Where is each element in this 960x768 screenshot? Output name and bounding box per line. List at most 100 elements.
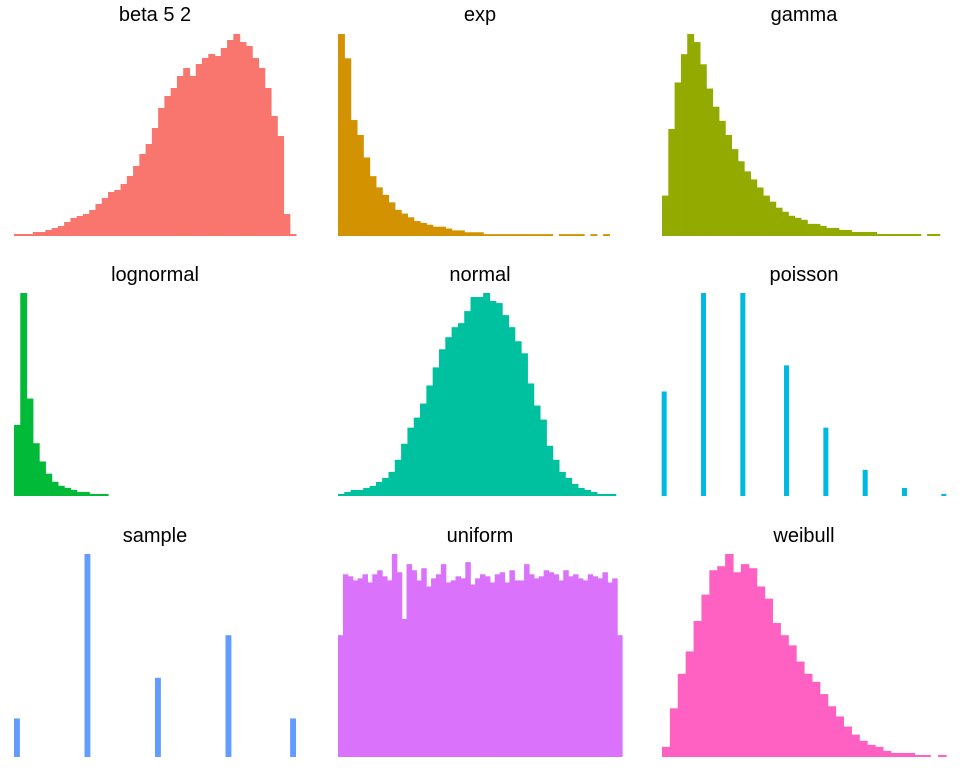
histogram-bar	[391, 554, 398, 757]
histogram-bar	[51, 481, 59, 496]
histogram-bar	[533, 405, 541, 496]
histogram-bar	[832, 227, 840, 236]
histogram-bar	[483, 293, 491, 496]
histogram-bar	[342, 574, 349, 757]
histogram-bar	[245, 46, 253, 236]
histogram-bar	[901, 487, 907, 496]
histogram-bar	[375, 481, 383, 496]
histogram-bar	[338, 34, 345, 236]
histogram-bar	[277, 136, 285, 236]
histogram-bar	[457, 323, 465, 496]
histogram-bar	[151, 128, 159, 236]
histogram-bar	[895, 233, 903, 236]
histogram-bar	[356, 135, 364, 236]
histogram-bar	[375, 187, 383, 236]
histogram-bar	[350, 120, 358, 236]
histogram-bar	[475, 578, 481, 757]
histogram-bar	[369, 176, 377, 236]
histogram-bar	[484, 576, 491, 757]
histogram-bar	[89, 493, 97, 496]
histogram-bar	[406, 564, 413, 757]
histogram-bar	[706, 88, 714, 236]
histogram-bar	[843, 726, 852, 757]
histogram-bar	[155, 677, 161, 757]
facet-panel-gamma: gamma	[662, 4, 941, 237]
histogram-bar	[51, 228, 59, 236]
histogram-bar	[827, 706, 837, 757]
histogram-bar	[70, 218, 78, 236]
histogram-bar	[756, 187, 764, 236]
histogram-bar	[183, 68, 191, 236]
histogram-bar	[863, 231, 871, 236]
histogram-bar	[39, 232, 46, 236]
histogram-bar	[546, 445, 554, 496]
histogram-bar	[14, 718, 20, 757]
facet-panel-normal: normal	[338, 264, 617, 496]
histogram-bar	[602, 572, 608, 757]
histogram-bar	[867, 744, 876, 757]
histogram-bars	[662, 554, 947, 757]
histogram-bar	[39, 461, 46, 496]
histogram-bar	[677, 673, 687, 757]
histogram-bar	[922, 754, 931, 757]
histogram-bar	[889, 233, 897, 236]
histogram-bar	[826, 227, 833, 236]
histogram-bar	[195, 64, 203, 236]
histogram-bar	[45, 473, 53, 496]
histogram-bar	[432, 226, 440, 236]
histogram-bar	[577, 234, 585, 236]
facet-panel-poisson: poisson	[661, 264, 947, 496]
histogram-bar	[84, 554, 91, 757]
histogram-bar	[89, 210, 97, 236]
histogram-bar	[369, 485, 377, 496]
histogram-bar	[538, 576, 545, 757]
histogram-bar	[558, 234, 566, 236]
histogram-bar	[420, 222, 427, 236]
histogram-bar	[674, 82, 682, 236]
histogram-bar	[592, 576, 599, 757]
histogram-bar	[489, 582, 496, 757]
histogram-bar	[227, 40, 234, 236]
histogram-bar	[101, 493, 109, 496]
histogram-bar	[133, 166, 140, 236]
histogram-bar	[464, 232, 472, 236]
facet-title: lognormal	[111, 264, 199, 286]
facet-panel-lognormal: lognormal	[14, 264, 199, 496]
facet-title: gamma	[771, 4, 839, 26]
histogram-bar	[687, 34, 695, 236]
histogram-bar	[701, 293, 707, 496]
histogram-bar	[470, 584, 476, 757]
histogram-bar	[270, 116, 278, 236]
histogram-bar	[508, 327, 516, 496]
histogram-bar	[401, 443, 409, 496]
histogram-bar	[546, 234, 554, 236]
histogram-bar	[553, 574, 559, 757]
histogram-bar	[350, 489, 358, 496]
facet-panel-sample: sample	[14, 525, 297, 757]
histogram-bar	[489, 301, 497, 496]
histogram-bar	[597, 578, 604, 757]
histogram-bar	[20, 234, 28, 236]
histogram-bar	[882, 750, 892, 757]
histogram-bar	[431, 578, 437, 757]
histogram-bar	[483, 234, 491, 236]
histogram-bar	[737, 161, 745, 236]
histogram-bar	[416, 580, 422, 757]
histogram-bar	[819, 225, 827, 236]
histogram-bars	[14, 293, 109, 496]
histogram-bars	[14, 554, 297, 757]
facet-panel-beta: beta 5 2	[14, 4, 297, 236]
histogram-bar	[460, 578, 466, 757]
histogram-bar	[590, 491, 598, 496]
histogram-bar	[941, 493, 947, 496]
histogram-bar	[709, 570, 718, 757]
histogram-bar	[845, 229, 852, 236]
histogram-bar	[139, 154, 147, 236]
histogram-bar	[740, 564, 750, 757]
histogram-bar	[26, 234, 34, 236]
histogram-bar	[851, 231, 859, 236]
histogram-bar	[440, 564, 447, 757]
histogram-bar	[603, 493, 610, 496]
histogram-bar	[426, 224, 434, 236]
facet-title: beta 5 2	[119, 4, 191, 26]
